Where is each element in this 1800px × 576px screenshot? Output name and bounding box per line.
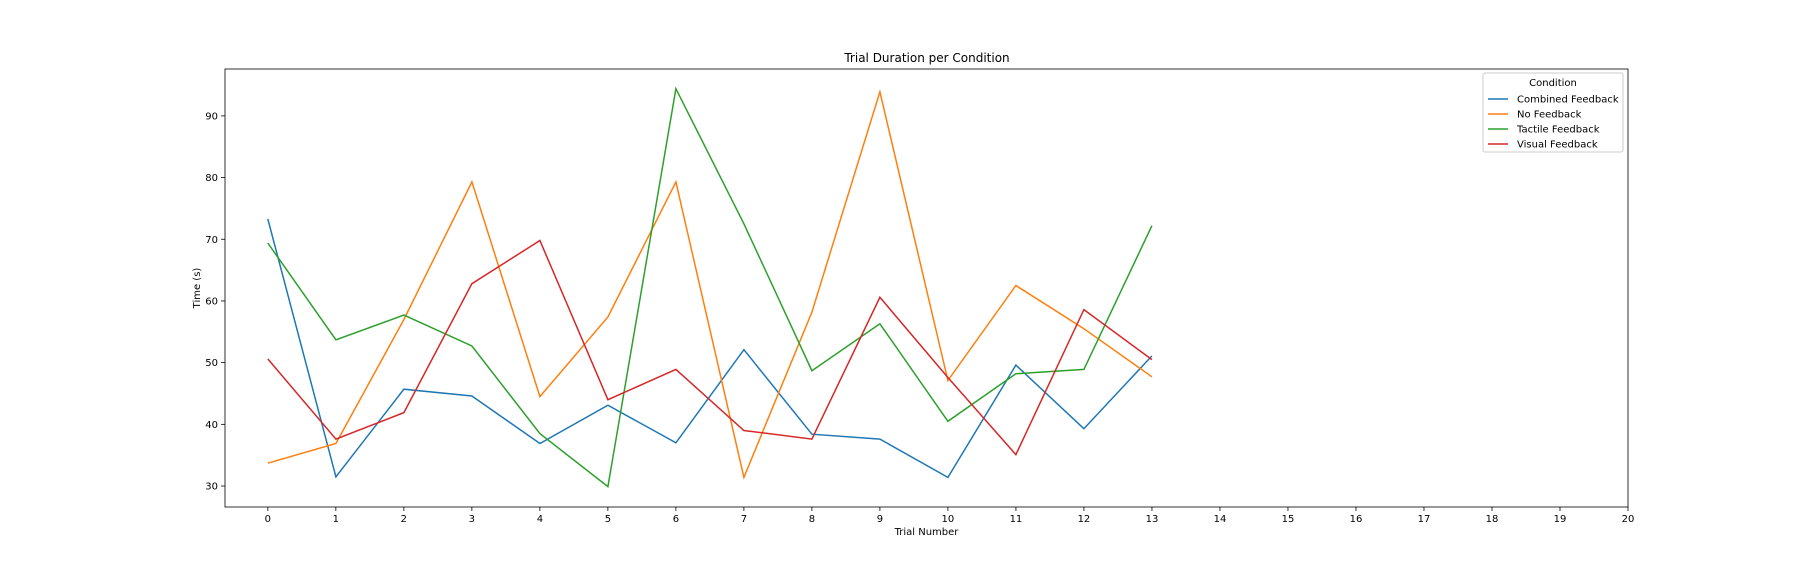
x-tick-label: 14 <box>1214 514 1227 525</box>
y-axis-label: Time (s) <box>192 268 203 310</box>
legend-box <box>1482 72 1624 153</box>
x-tick-label: 1 <box>333 514 339 525</box>
series-line-1 <box>267 88 1153 480</box>
x-tick-label: 20 <box>1622 514 1635 525</box>
x-tick-label: 10 <box>942 514 955 525</box>
x-tick-label: 7 <box>741 514 747 525</box>
legend-entry-label: No Feedback <box>1517 110 1582 121</box>
series-line-2 <box>267 86 1153 488</box>
y-tick-label: 80 <box>205 173 218 184</box>
series-line-3 <box>267 239 1153 456</box>
x-tick-label: 4 <box>537 514 543 525</box>
series-line-0 <box>267 218 1153 479</box>
chart-title: Trial Duration per Condition <box>843 51 1009 65</box>
y-tick-label: 50 <box>205 358 218 369</box>
legend-title: Condition <box>1529 78 1577 89</box>
x-tick-label: 5 <box>605 514 611 525</box>
x-tick-label: 19 <box>1554 514 1567 525</box>
y-axis: 30 40 50 60 70 80 90 <box>205 111 225 493</box>
x-tick-label: 17 <box>1418 514 1431 525</box>
x-tick-label: 16 <box>1350 514 1363 525</box>
x-tick-label: 15 <box>1282 514 1295 525</box>
legend: Condition Combined Feedback No Feedback Ta… <box>1482 72 1624 153</box>
x-axis-label: Trial Number <box>894 527 960 538</box>
x-tick-label: 12 <box>1078 514 1091 525</box>
y-tick-label: 90 <box>205 111 218 122</box>
x-tick-label: 9 <box>877 514 883 525</box>
x-tick-label: 13 <box>1146 514 1159 525</box>
x-tick-label: 6 <box>673 514 679 525</box>
y-tick-label: 70 <box>205 235 218 246</box>
x-tick-label: 11 <box>1010 514 1023 525</box>
x-tick-label: 18 <box>1486 514 1499 525</box>
x-tick-label: 3 <box>469 514 475 525</box>
x-axis: 0 1 2 3 4 5 6 7 8 9 10 11 12 13 14 15 16 17 18 19 20 <box>265 507 1635 525</box>
x-tick-label: 0 <box>265 514 271 525</box>
legend-entry-label: Visual Feedback <box>1517 140 1598 151</box>
x-tick-label: 8 <box>809 514 815 525</box>
legend-entry-label: Tactile Feedback <box>1516 125 1600 136</box>
legend-entry-label: Combined Feedback <box>1517 95 1619 106</box>
y-tick-label: 30 <box>205 482 218 493</box>
y-tick-label: 40 <box>205 420 218 431</box>
y-tick-label: 60 <box>205 296 218 307</box>
plot-frame <box>224 68 1629 508</box>
x-tick-label: 2 <box>401 514 407 525</box>
plot-lines <box>267 86 1153 488</box>
